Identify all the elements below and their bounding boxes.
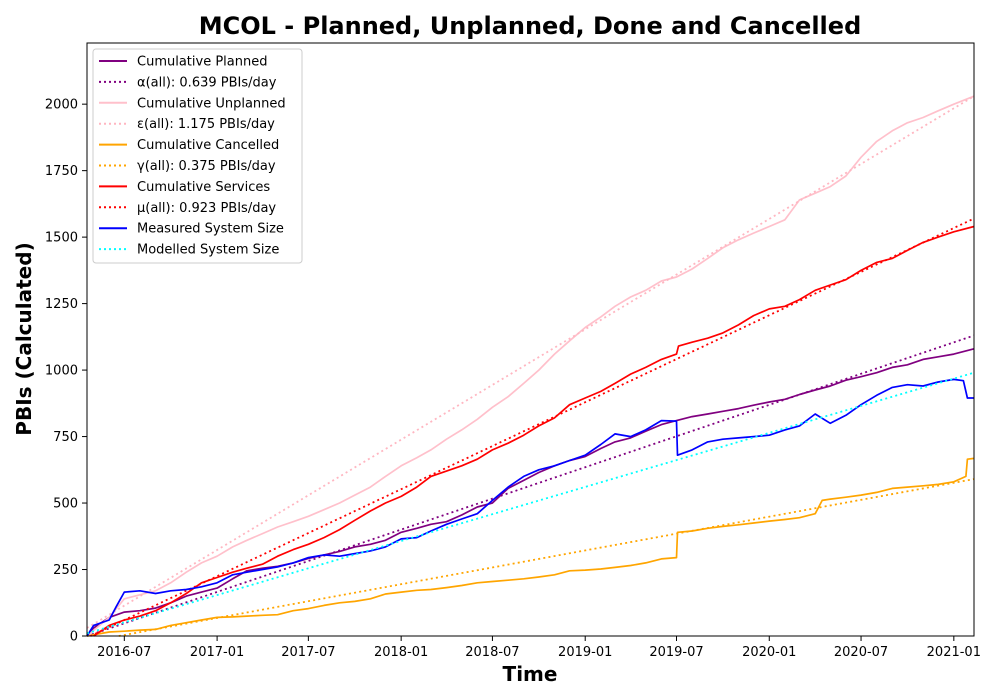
plot-frame (86, 42, 975, 637)
series-line-1 (86, 334, 975, 637)
series-line-2 (86, 95, 975, 637)
legend-label: Cumulative Planned (137, 55, 267, 70)
x-tick-label: 2017-01 (190, 645, 244, 660)
series-line-3 (86, 95, 975, 629)
x-tick-label: 2020-07 (834, 645, 888, 660)
y-tick-label: 500 (53, 497, 78, 512)
chart-title: MCOL - Planned, Unplanned, Done and Canc… (199, 12, 862, 40)
x-tick-label: 2018-07 (465, 645, 519, 660)
x-axis: 2016-07 2017-01 2017-07 2018-01 2018-07 2019-… (97, 636, 981, 660)
y-tick-label: 250 (53, 563, 78, 578)
legend-label: Cumulative Services (137, 180, 270, 195)
x-tick-label: 2017-07 (281, 645, 335, 660)
x-tick-label: 2021-01 (927, 645, 981, 660)
legend-label: μ(all): 0.923 PBIs/day (137, 201, 276, 216)
legend-label: Cumulative Unplanned (137, 96, 286, 111)
y-axis: 0 250 500 750 1000 1250 1500 1750 2000 (45, 98, 87, 645)
series-line-9 (86, 371, 975, 635)
series-line-4 (86, 457, 975, 637)
y-tick-label: 0 (70, 630, 78, 645)
y-tick-label: 1000 (45, 364, 78, 379)
y-tick-label: 2000 (45, 98, 78, 113)
x-axis-label: Time (503, 662, 558, 686)
series-line-6 (93, 225, 975, 637)
legend-label: α(all): 0.639 PBIs/day (137, 75, 277, 90)
legend-label: γ(all): 0.375 PBIs/day (137, 159, 276, 174)
x-tick-label: 2019-07 (649, 645, 703, 660)
series-line-8 (86, 378, 974, 637)
x-tick-label: 2016-07 (97, 645, 151, 660)
y-axis-label: PBIs (Calculated) (12, 242, 36, 435)
legend-label: Cumulative Cancelled (137, 138, 279, 153)
legend: Cumulative Planned α(all): 0.639 PBIs/day… (92, 48, 303, 264)
x-tick-label: 2020-01 (742, 645, 796, 660)
y-tick-label: 1750 (45, 164, 78, 179)
legend-label: ε(all): 1.175 PBIs/day (137, 117, 275, 132)
plot-lines (86, 95, 975, 637)
y-tick-label: 1250 (45, 297, 78, 312)
legend-box (92, 48, 303, 264)
series-line-0 (86, 347, 975, 637)
x-tick-label: 2018-01 (374, 645, 428, 660)
legend-label: Modelled System Size (137, 243, 279, 258)
series-line-7 (90, 217, 975, 637)
series-line-5 (118, 478, 975, 637)
y-tick-label: 1500 (45, 231, 78, 246)
y-tick-label: 750 (53, 430, 78, 445)
x-tick-label: 2019-01 (558, 645, 612, 660)
legend-label: Measured System Size (137, 222, 284, 237)
